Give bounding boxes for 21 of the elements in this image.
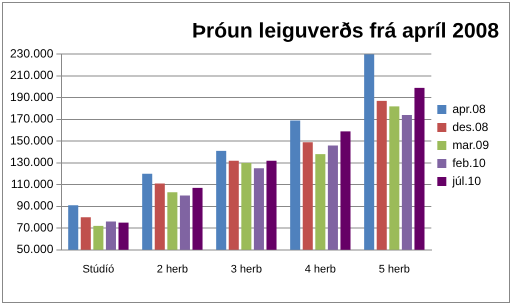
- y-tick-label: 110.000: [10, 176, 54, 191]
- y-tick-label: 210.000: [10, 68, 54, 82]
- y-tick-label: 70.000: [16, 220, 54, 234]
- y-tick-label: 230.000: [10, 46, 54, 61]
- legend-label: júl.10: [451, 174, 482, 188]
- y-tick-label: 130.000: [10, 155, 54, 170]
- y-tick-label: 190.000: [10, 90, 54, 104]
- x-tick-label: 5 herb: [378, 263, 410, 276]
- y-tick-label: 170.000: [10, 112, 54, 126]
- y-tick-label: 50.000: [16, 242, 54, 256]
- x-tick-label: 2 herb: [156, 263, 188, 276]
- legend-label: mar.09: [452, 138, 490, 152]
- x-tick-label: Stúdíó: [82, 263, 114, 276]
- x-tick-label: 4 herb: [304, 263, 336, 276]
- y-tick-label: 150.000: [10, 133, 54, 148]
- legend-label: feb.10: [452, 156, 486, 170]
- legend-label: apr.08: [452, 102, 486, 116]
- legend-label: des.08: [452, 120, 489, 134]
- y-tick-label: 90.000: [16, 198, 54, 213]
- x-tick-label: 3 herb: [230, 263, 262, 276]
- chart-title: Þróun leiguverðs frá apríl 2008: [192, 19, 500, 42]
